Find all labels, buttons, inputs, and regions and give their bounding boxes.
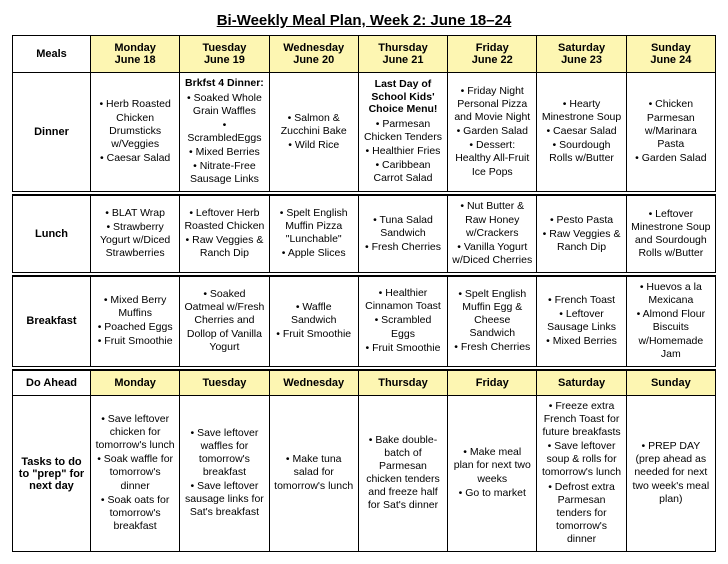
day-header: Wednesday [269, 370, 358, 395]
table-cell: Nut Butter & Raw Honey w/CrackersVanilla… [448, 196, 537, 274]
table-cell: Make tuna salad for tomorrow's lunch [269, 395, 358, 551]
table-cell: Soaked Oatmeal w/Fresh Cherries and Doll… [180, 277, 269, 368]
day-header: FridayJune 22 [448, 36, 537, 73]
dinner-label: Dinner [13, 73, 91, 194]
day-header: MondayJune 18 [91, 36, 180, 73]
meals-col-header: Meals [13, 36, 91, 73]
table-cell: Freeze extra French Toast for future bre… [537, 395, 626, 551]
table-cell: PREP DAY (prep ahead as needed for next … [626, 395, 715, 551]
day-header: ThursdayJune 21 [358, 36, 447, 73]
lunch-label: Lunch [13, 196, 91, 274]
tasks-label: Tasks to do to "prep" for next day [13, 395, 91, 551]
days-header-row: Meals MondayJune 18 TuesdayJune 19 Wedne… [13, 36, 716, 73]
breakfast-label: Breakfast [13, 277, 91, 368]
table-cell: Pesto PastaRaw Veggies & Ranch Dip [537, 196, 626, 274]
table-cell: Spelt English Muffin Pizza "Lunchable"Ap… [269, 196, 358, 274]
meal-plan-table: Meals MondayJune 18 TuesdayJune 19 Wedne… [12, 35, 716, 552]
table-cell: Save leftover chicken for tomorrow's lun… [91, 395, 180, 551]
day-header: Thursday [358, 370, 447, 395]
table-cell: Waffle SandwichFruit Smoothie [269, 277, 358, 368]
day-header: Saturday [537, 370, 626, 395]
table-cell: Leftover Herb Roasted ChickenRaw Veggies… [180, 196, 269, 274]
table-cell: Bake double-batch of Parmesan chicken te… [358, 395, 447, 551]
table-cell: Salmon & Zucchini BakeWild Rice [269, 73, 358, 194]
table-cell: Spelt English Muffin Egg & Cheese Sandwi… [448, 277, 537, 368]
day-header: SaturdayJune 23 [537, 36, 626, 73]
breakfast-row: Breakfast Mixed Berry MuffinsPoached Egg… [13, 277, 716, 368]
tasks-row: Tasks to do to "prep" for next day Save … [13, 395, 716, 551]
table-cell: Last Day of School Kids' Choice Menu!Par… [358, 73, 447, 194]
day-header: TuesdayJune 19 [180, 36, 269, 73]
day-header: SundayJune 24 [626, 36, 715, 73]
dinner-row: Dinner Herb Roasted Chicken Drumsticks w… [13, 73, 716, 194]
table-cell: Friday Night Personal Pizza and Movie Ni… [448, 73, 537, 194]
table-cell: Healthier Cinnamon ToastScrambled EggsFr… [358, 277, 447, 368]
table-cell: Herb Roasted Chicken Drumsticks w/Veggie… [91, 73, 180, 194]
table-cell: Mixed Berry MuffinsPoached EggsFruit Smo… [91, 277, 180, 368]
table-cell: Make meal plan for next two weeksGo to m… [448, 395, 537, 551]
page-title: Bi-Weekly Meal Plan, Week 2: June 18–24 [12, 12, 716, 29]
table-cell: BLAT WrapStrawberry Yogurt w/Diced Straw… [91, 196, 180, 274]
doahead-label: Do Ahead [13, 370, 91, 395]
table-cell: Leftover Minestrone Soup and Sourdough R… [626, 196, 715, 274]
table-cell: Brkfst 4 Dinner:Soaked Whole Grain Waffl… [180, 73, 269, 194]
doahead-header-row: Do Ahead Monday Tuesday Wednesday Thursd… [13, 370, 716, 395]
lunch-row: Lunch BLAT WrapStrawberry Yogurt w/Diced… [13, 196, 716, 274]
day-header: Sunday [626, 370, 715, 395]
table-cell: Tuna Salad SandwichFresh Cherries [358, 196, 447, 274]
day-header: Tuesday [180, 370, 269, 395]
table-cell: Huevos a la MexicanaAlmond Flour Biscuit… [626, 277, 715, 368]
day-header: Friday [448, 370, 537, 395]
table-cell: Hearty Minestrone SoupCaesar SaladSourdo… [537, 73, 626, 194]
table-cell: Save leftover waffles for tomorrow's bre… [180, 395, 269, 551]
day-header: Monday [91, 370, 180, 395]
table-cell: Chicken Parmesan w/Marinara PastaGarden … [626, 73, 715, 194]
table-cell: French ToastLeftover Sausage LinksMixed … [537, 277, 626, 368]
day-header: WednesdayJune 20 [269, 36, 358, 73]
